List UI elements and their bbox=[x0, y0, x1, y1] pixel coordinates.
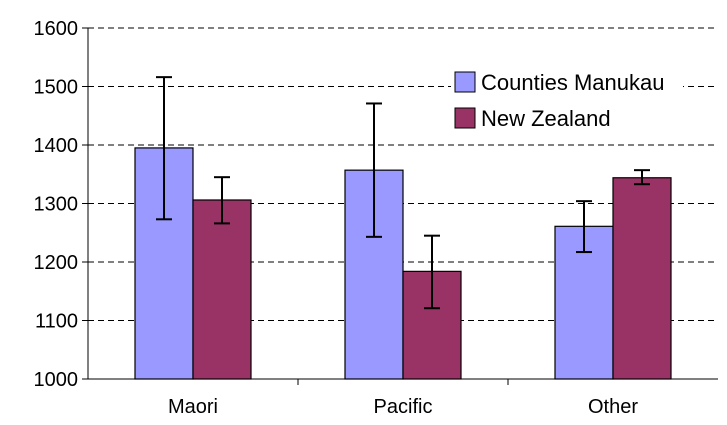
legend-swatch-counties-manukau bbox=[454, 71, 476, 93]
error-bar-pacific-new-zealand bbox=[424, 234, 440, 310]
error-bar-pacific-counties-manukau bbox=[366, 102, 382, 238]
bar-other-new-zealand bbox=[612, 177, 672, 380]
x-axis-category-labels: Maori Pacific Other bbox=[168, 396, 638, 418]
legend-label-counties-manukau: Counties Manukau bbox=[481, 70, 664, 95]
legend-backing-new-zealand bbox=[451, 104, 683, 134]
legend-label-new-zealand: New Zealand bbox=[481, 106, 611, 131]
y-tick-label-1200: 1200 bbox=[34, 252, 79, 274]
y-tick-label-1300: 1300 bbox=[34, 194, 79, 216]
y-tick-label-1400: 1400 bbox=[34, 135, 79, 157]
y-tick-label-1500: 1500 bbox=[34, 77, 79, 99]
category-label-pacific: Pacific bbox=[374, 396, 433, 418]
axes bbox=[82, 27, 718, 385]
category-label-other: Other bbox=[588, 396, 638, 418]
bars bbox=[134, 147, 672, 380]
category-label-maori: Maori bbox=[168, 396, 218, 418]
bar-maori-new-zealand bbox=[192, 199, 252, 380]
legend: Counties Manukau New Zealand bbox=[451, 68, 683, 134]
error-bar-maori-counties-manukau bbox=[156, 76, 172, 221]
legend-backing-counties-manukau bbox=[451, 68, 683, 98]
error-bars bbox=[156, 76, 650, 310]
error-bar-other-new-zealand bbox=[634, 169, 650, 186]
error-bar-other-counties-manukau bbox=[576, 200, 592, 254]
y-tick-label-1000: 1000 bbox=[34, 369, 79, 391]
y-tick-label-1100: 1100 bbox=[35, 311, 78, 333]
y-tick-label-1600: 1600 bbox=[34, 18, 79, 40]
y-axis-tick-labels: 1000 1100 1200 1300 1400 1500 1600 bbox=[34, 18, 79, 391]
legend-swatch-new-zealand bbox=[454, 107, 476, 129]
error-bar-maori-new-zealand bbox=[214, 176, 230, 225]
